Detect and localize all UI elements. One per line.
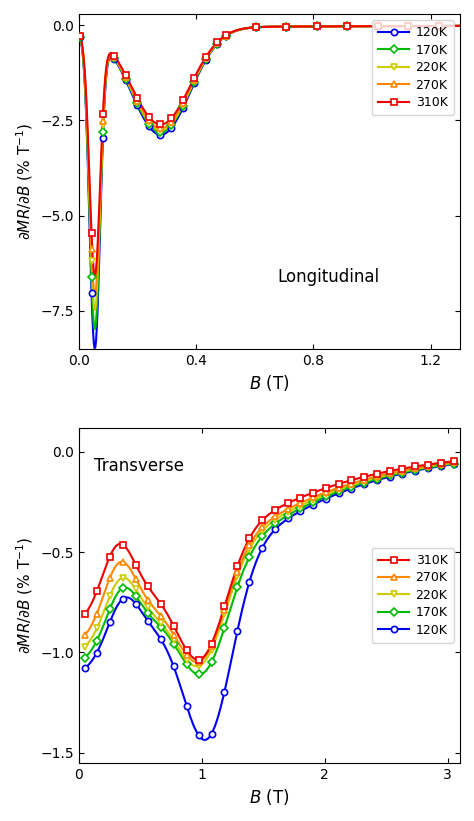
Y-axis label: $\partial MR/\partial B$ (% T$^{-1}$): $\partial MR/\partial B$ (% T$^{-1}$) — [14, 537, 35, 654]
Legend: 310K, 270K, 220K, 170K, 120K: 310K, 270K, 220K, 170K, 120K — [372, 548, 454, 643]
X-axis label: $B$ (T): $B$ (T) — [249, 787, 290, 807]
Legend: 120K, 170K, 220K, 270K, 310K: 120K, 170K, 220K, 270K, 310K — [372, 21, 454, 115]
X-axis label: $B$ (T): $B$ (T) — [249, 373, 290, 393]
Text: Longitudinal: Longitudinal — [277, 268, 379, 286]
Text: Transverse: Transverse — [94, 457, 184, 475]
Y-axis label: $\partial MR/\partial B$ (% T$^{-1}$): $\partial MR/\partial B$ (% T$^{-1}$) — [14, 122, 35, 240]
